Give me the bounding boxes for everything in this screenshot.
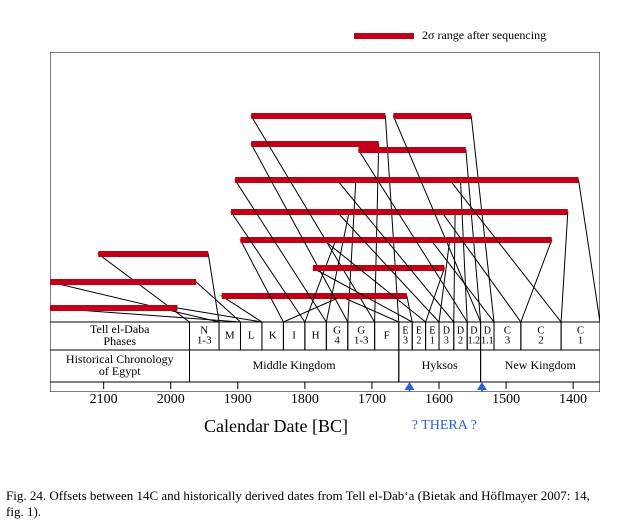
svg-text:1-3: 1-3	[197, 335, 212, 347]
svg-text:F: F	[384, 330, 390, 342]
svg-text:1: 1	[430, 335, 435, 346]
x-axis-label: Calendar Date [BC]	[204, 416, 348, 437]
svg-text:M: M	[225, 330, 235, 342]
svg-text:K: K	[269, 330, 277, 342]
x-tick: 1900	[224, 392, 252, 408]
svg-text:3: 3	[505, 335, 511, 347]
plot-svg: Tell el-DabaPhasesN1-3MLKIHG4G1-3FE3E2E1…	[50, 52, 600, 392]
x-tick: 1700	[358, 392, 386, 408]
x-tick: 1500	[492, 392, 520, 408]
thera-label: ? THERA ?	[412, 418, 477, 434]
plot-area: Tell el-DabaPhasesN1-3MLKIHG4G1-3FE3E2E1…	[50, 52, 600, 392]
svg-text:3: 3	[444, 335, 449, 346]
svg-text:Middle Kingdom: Middle Kingdom	[253, 358, 337, 372]
legend-label: 2σ range after sequencing	[422, 28, 546, 43]
svg-text:3: 3	[403, 335, 408, 346]
figure-caption: Fig. 24. Offsets between 14C and histori…	[6, 488, 606, 521]
svg-text:I: I	[292, 330, 296, 342]
svg-text:2: 2	[416, 335, 421, 346]
svg-text:H: H	[312, 330, 320, 342]
svg-text:L: L	[248, 330, 255, 342]
svg-text:2: 2	[458, 335, 463, 346]
x-tick: 1400	[559, 392, 587, 408]
x-tick: 2000	[157, 392, 185, 408]
x-tick: 1600	[425, 392, 453, 408]
svg-text:of Egypt: of Egypt	[99, 364, 141, 378]
svg-text:1: 1	[578, 335, 584, 347]
svg-text:4: 4	[334, 335, 340, 347]
svg-text:1.2: 1.2	[468, 335, 481, 346]
svg-text:1-3: 1-3	[354, 335, 369, 347]
svg-text:Hyksos: Hyksos	[422, 358, 458, 372]
svg-text:1.1: 1.1	[481, 335, 494, 346]
legend: 2σ range after sequencing	[354, 28, 546, 43]
svg-text:Phases: Phases	[103, 334, 136, 348]
svg-text:2: 2	[538, 335, 544, 347]
x-tick: 1800	[291, 392, 319, 408]
svg-text:New Kingdom: New Kingdom	[505, 358, 577, 372]
legend-swatch	[354, 33, 414, 39]
x-tick: 2100	[90, 392, 118, 408]
figure-container: { "legend": { "swatch_color": "#c10017",…	[0, 0, 624, 529]
